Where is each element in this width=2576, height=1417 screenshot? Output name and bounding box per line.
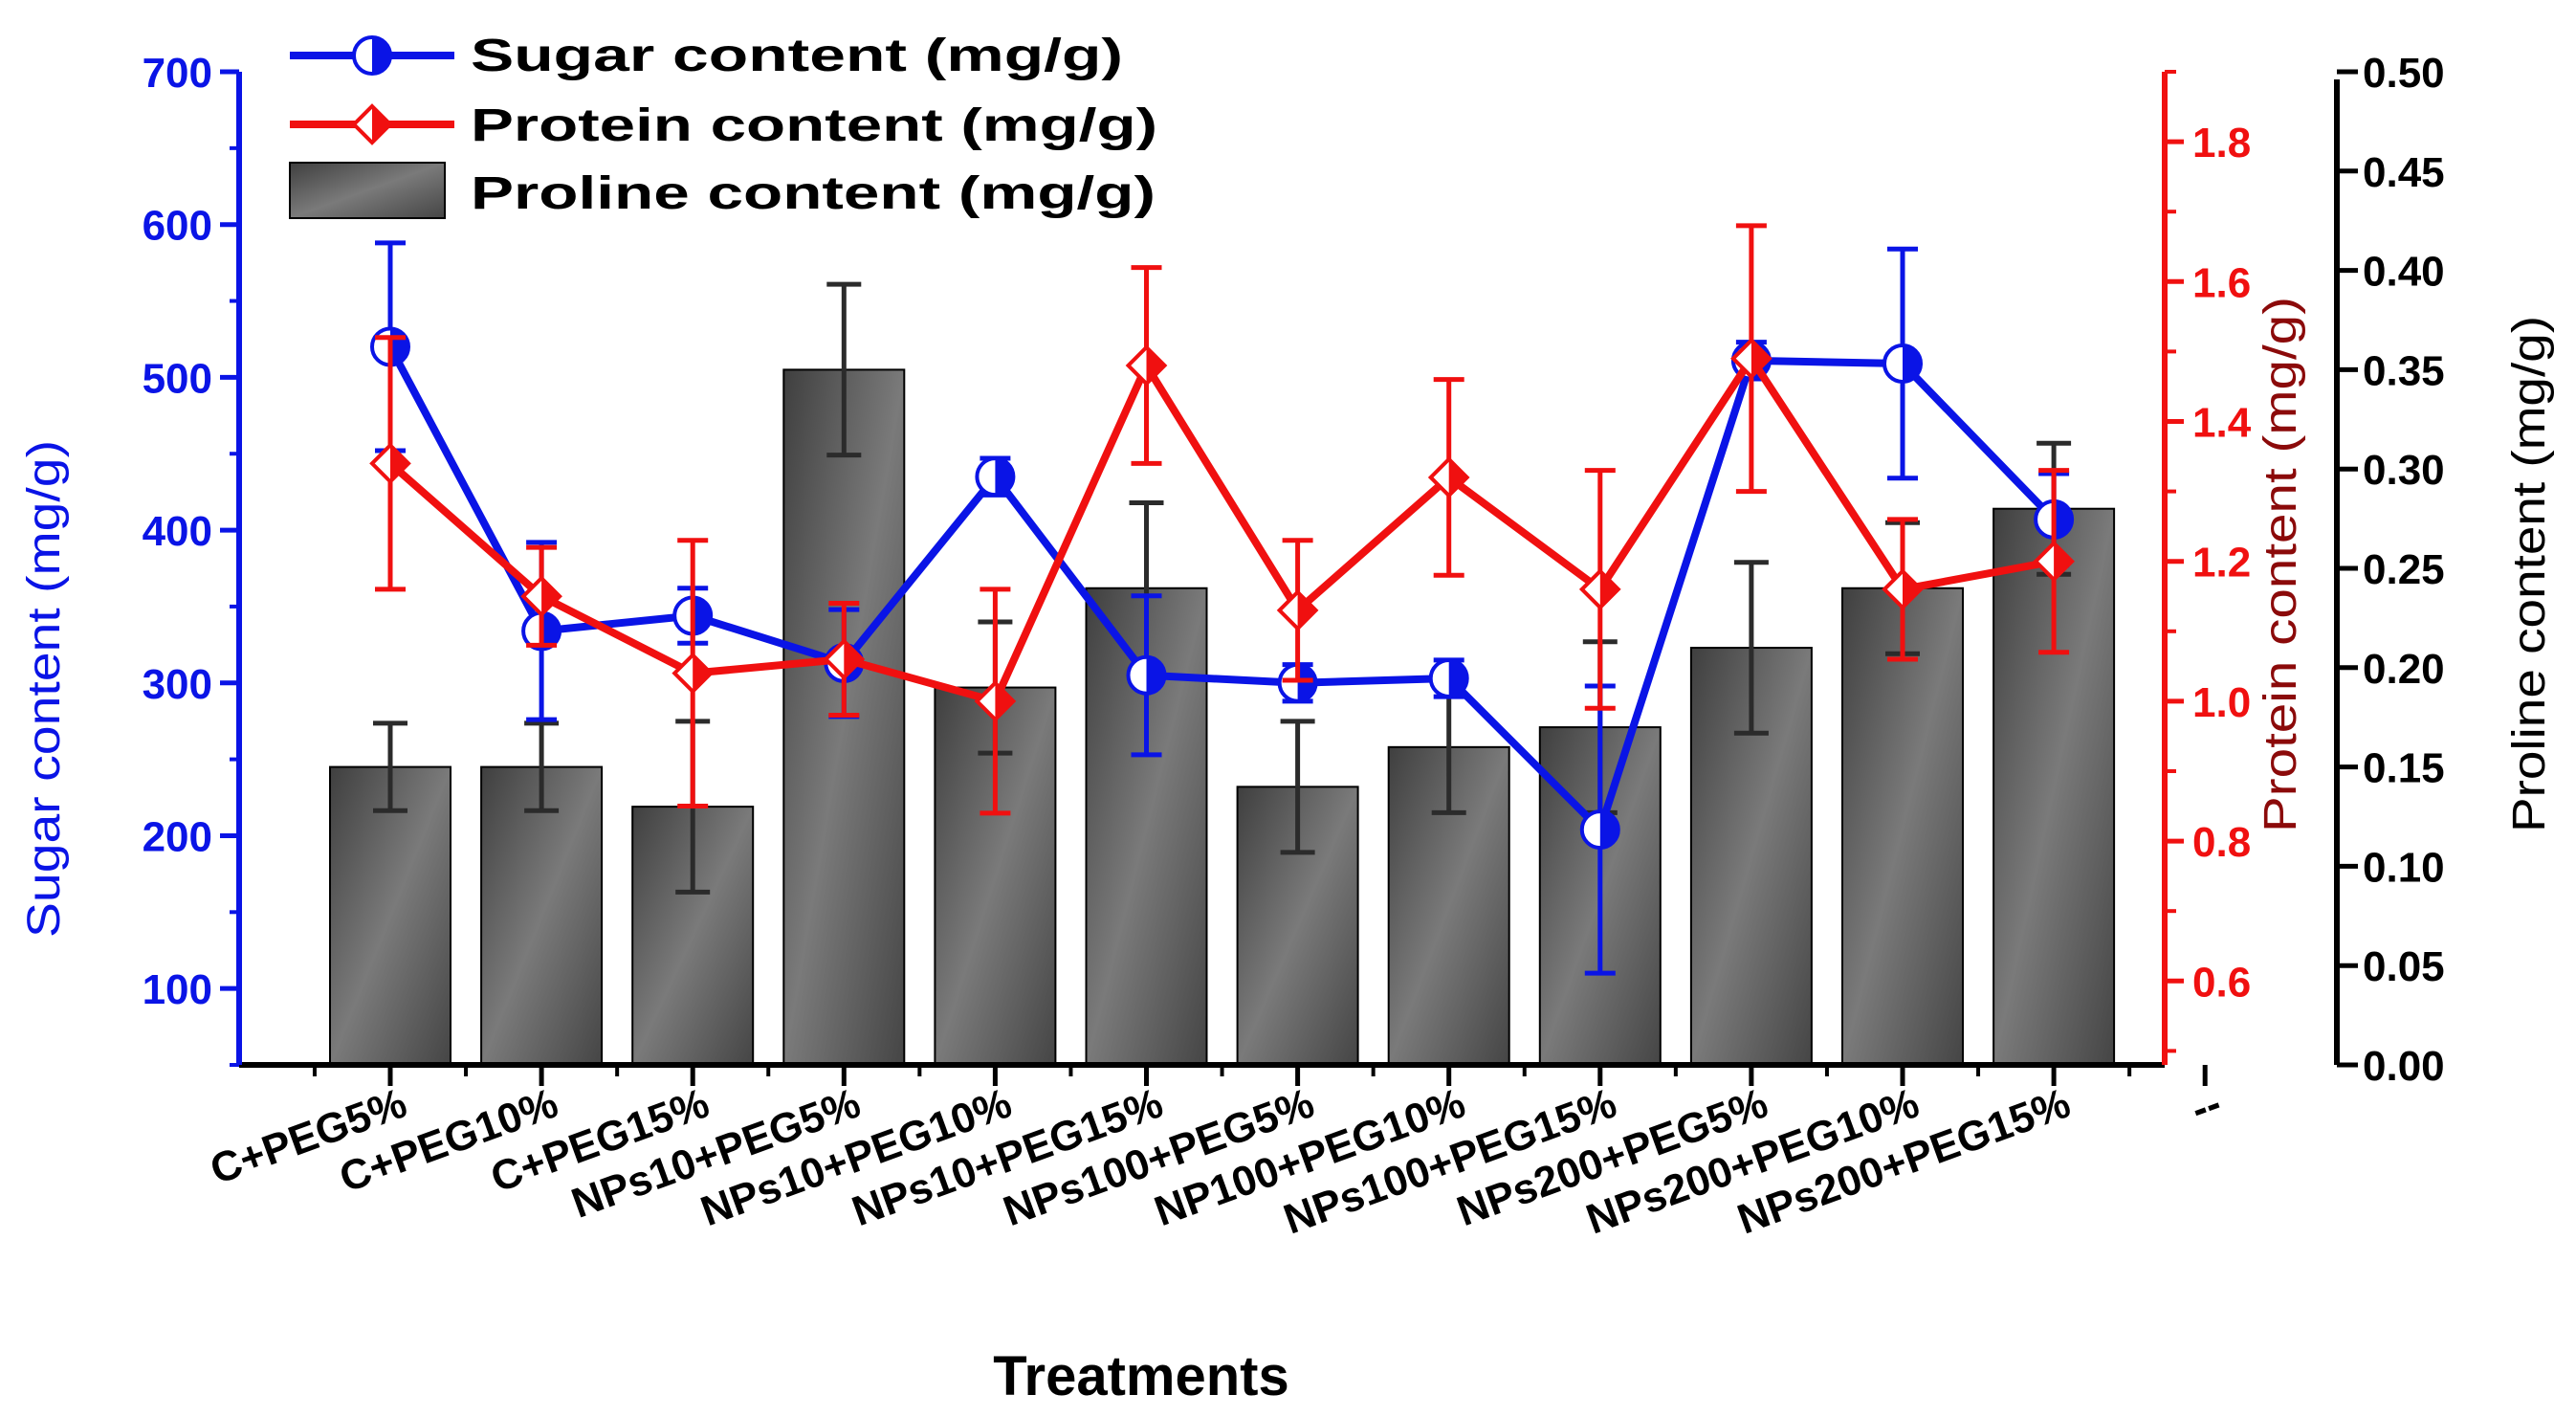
sugar-point-fill xyxy=(1448,659,1467,697)
protein-point-fill xyxy=(1750,340,1770,377)
proline-tick-label: 0.15 xyxy=(2363,745,2445,792)
proline-tick-label: 0.50 xyxy=(2363,50,2445,97)
sugar-point-fill xyxy=(541,612,561,650)
proline-bar xyxy=(329,765,451,1066)
x-axis-title: Treatments xyxy=(993,1345,1288,1407)
protein-tick-label: 0.6 xyxy=(2192,959,2251,1006)
proline-tick-label: 0.10 xyxy=(2363,844,2445,891)
legend: Sugar content (mg/g) Protein content (mg… xyxy=(289,31,1157,219)
legend-sugar-label: Sugar content (mg/g) xyxy=(471,31,1123,81)
protein-point-fill xyxy=(541,578,561,615)
protein-tick-label: 1.6 xyxy=(2192,259,2251,306)
legend-item-sugar: Sugar content (mg/g) xyxy=(290,31,1123,81)
proline-tick-label: 0.20 xyxy=(2363,646,2445,693)
sugar-point-fill xyxy=(1903,345,1921,383)
sugar-tick-label: 700 xyxy=(143,50,212,97)
x-tick-label: -- xyxy=(2185,1079,2227,1133)
protein-point-fill xyxy=(1297,591,1316,629)
protein-point-fill xyxy=(1146,347,1165,385)
protein-series xyxy=(369,223,2075,816)
sugar-point-fill xyxy=(693,597,712,634)
protein-point-fill xyxy=(1903,570,1921,608)
protein-tick-label: 0.8 xyxy=(2192,819,2251,866)
proline-tick-label: 0.05 xyxy=(2363,943,2445,990)
sugar-tick-label: 300 xyxy=(143,661,212,708)
sugar-point-fill xyxy=(1297,664,1316,701)
protein-point-fill xyxy=(693,654,712,692)
protein-axis-title: Protein content (mg/g) xyxy=(2256,297,2306,832)
sugar-tick-label: 200 xyxy=(143,813,212,860)
proline-tick-label: 0.45 xyxy=(2363,149,2445,196)
proline-tick-label: 0.40 xyxy=(2363,249,2445,296)
sugar-point-fill xyxy=(1146,656,1165,694)
sugar-series xyxy=(370,240,2075,976)
sugar-tick-label: 400 xyxy=(143,508,212,555)
protein-point-fill xyxy=(1599,570,1618,608)
protein-point-fill xyxy=(390,445,408,482)
proline-tick-label: 0.30 xyxy=(2363,447,2445,494)
legend-proline-label: Proline content (mg/g) xyxy=(471,168,1156,219)
sugar-tick-label: 600 xyxy=(143,203,212,250)
sugar-point-fill xyxy=(1599,811,1618,849)
sugar-tick-label: 500 xyxy=(143,355,212,402)
proline-tick-label: 0.35 xyxy=(2363,347,2445,394)
proline-bars xyxy=(329,281,2116,1067)
sugar-point-fill xyxy=(2054,500,2073,538)
line-line-protein xyxy=(387,354,2055,705)
protein-point-fill xyxy=(995,682,1014,720)
protein-tick-label: 1.4 xyxy=(2192,399,2252,446)
line-line-sugar xyxy=(386,344,2057,834)
legend-proline-swatch xyxy=(289,162,446,219)
sugar-tick-label: 100 xyxy=(143,966,212,1013)
proline-axis-title: Proline content (mg/g) xyxy=(2504,316,2555,832)
legend-item-protein: Protein content (mg/g) xyxy=(290,100,1157,151)
sugar-point-fill xyxy=(995,458,1014,496)
protein-tick-label: 1.0 xyxy=(2192,679,2251,726)
axes xyxy=(236,72,2340,1068)
protein-tick-label: 1.8 xyxy=(2192,120,2251,166)
legend-item-proline: Proline content (mg/g) xyxy=(289,162,1156,219)
proline-tick-label: 0.00 xyxy=(2363,1043,2445,1090)
proline-bar xyxy=(1841,587,1964,1066)
protein-point-fill xyxy=(1448,458,1467,496)
proline-tick-label: 0.25 xyxy=(2363,546,2445,593)
sugar-axis-title: Sugar content (mg/g) xyxy=(19,440,70,938)
protein-point-fill xyxy=(844,641,863,678)
protein-point-fill xyxy=(2054,542,2073,580)
protein-tick-label: 1.2 xyxy=(2192,540,2251,587)
legend-protein-label: Protein content (mg/g) xyxy=(471,100,1157,151)
